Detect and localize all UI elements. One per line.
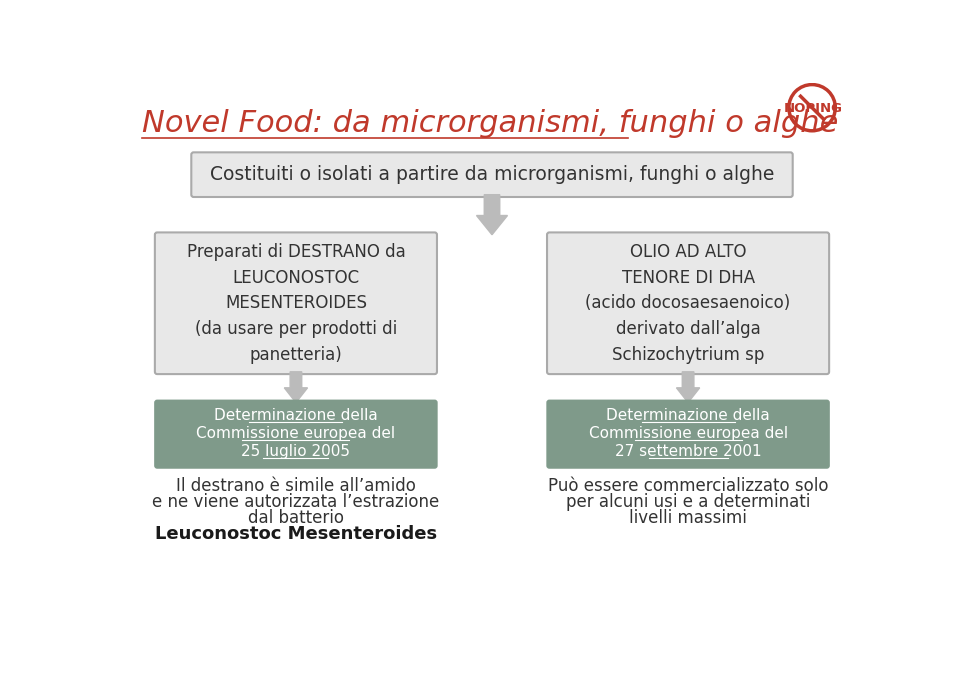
Text: Leuconostoc Mesenteroides: Leuconostoc Mesenteroides — [155, 525, 437, 543]
Text: Preparati di DESTRANO da
LEUCONOSTOC
MESENTEROIDES
(da usare per prodotti di
pan: Preparati di DESTRANO da LEUCONOSTOC MES… — [186, 243, 405, 364]
FancyBboxPatch shape — [191, 152, 793, 197]
Text: Può essere commercializzato solo: Può essere commercializzato solo — [548, 477, 828, 495]
Text: 27 settembre 2001: 27 settembre 2001 — [614, 444, 761, 459]
FancyBboxPatch shape — [155, 400, 437, 468]
Text: Costituiti o isolati a partire da microrganismi, funghi o alghe: Costituiti o isolati a partire da micror… — [210, 165, 774, 184]
FancyBboxPatch shape — [547, 233, 829, 374]
Text: per alcuni usi e a determinati: per alcuni usi e a determinati — [565, 493, 810, 511]
Text: NOPING: NOPING — [784, 102, 843, 115]
FancyBboxPatch shape — [547, 400, 829, 468]
Text: Il destrano è simile all’amido: Il destrano è simile all’amido — [176, 477, 416, 495]
Text: Novel Food: da microrganismi, funghi o alghe: Novel Food: da microrganismi, funghi o a… — [142, 109, 838, 138]
Text: Determinazione della: Determinazione della — [214, 408, 378, 424]
Text: OLIO AD ALTO
TENORE DI DHA
(acido docosaesaenoico)
derivato dall’alga
Schizochyt: OLIO AD ALTO TENORE DI DHA (acido docosa… — [586, 243, 791, 364]
FancyBboxPatch shape — [155, 233, 437, 374]
Polygon shape — [677, 372, 700, 403]
Polygon shape — [476, 194, 508, 235]
Text: Commissione europea del: Commissione europea del — [588, 426, 787, 441]
Text: Commissione europea del: Commissione europea del — [197, 426, 396, 441]
Text: e ne viene autorizzata l’estrazione: e ne viene autorizzata l’estrazione — [153, 493, 440, 511]
Text: Determinazione della: Determinazione della — [606, 408, 770, 424]
Text: livelli massimi: livelli massimi — [629, 509, 747, 527]
Text: dal batterio: dal batterio — [248, 509, 344, 527]
Polygon shape — [284, 372, 307, 403]
Text: 25 luglio 2005: 25 luglio 2005 — [241, 444, 350, 459]
